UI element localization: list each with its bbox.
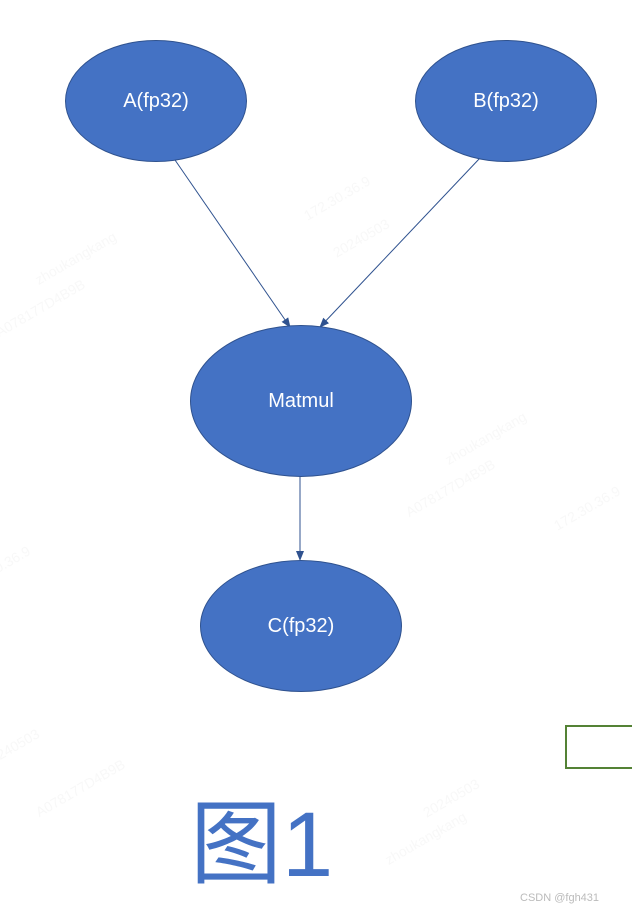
figure-caption: 图1: [190, 770, 333, 903]
node-matmul-label: Matmul: [268, 390, 334, 413]
watermark-text: 20240503: [0, 725, 42, 770]
caption-text: 图1: [190, 794, 333, 896]
node-b-label: B(fp32): [473, 90, 539, 113]
watermark-text: 172.30.36.9: [551, 483, 623, 534]
watermark-text: 20240503: [330, 215, 392, 260]
watermark-text: 172.30.36.9: [0, 543, 33, 594]
watermark-text: A078177D4B9B: [403, 456, 498, 520]
watermark-text: 172.30.36.9: [301, 173, 373, 224]
watermark-text: zhoukangkang: [382, 808, 469, 867]
edge-A-Matmul: [175, 160, 290, 327]
watermark-text: A078177D4B9B: [33, 756, 128, 820]
node-a: A(fp32): [65, 40, 247, 162]
cutoff-box: [565, 725, 632, 769]
node-c: C(fp32): [200, 560, 402, 692]
attribution-text: CSDN @fgh431: [520, 892, 599, 904]
watermark-text: A078177D4B9B: [0, 276, 88, 340]
edge-B-Matmul: [320, 158, 480, 327]
node-matmul: Matmul: [190, 325, 412, 477]
attribution-label: CSDN @fgh431: [520, 892, 599, 904]
node-a-label: A(fp32): [123, 90, 189, 113]
node-b: B(fp32): [415, 40, 597, 162]
watermark-text: zhoukangkang: [32, 228, 119, 287]
watermark-text: 20240503: [420, 775, 482, 820]
node-c-label: C(fp32): [268, 615, 335, 638]
watermark-text: zhoukangkang: [442, 408, 529, 467]
